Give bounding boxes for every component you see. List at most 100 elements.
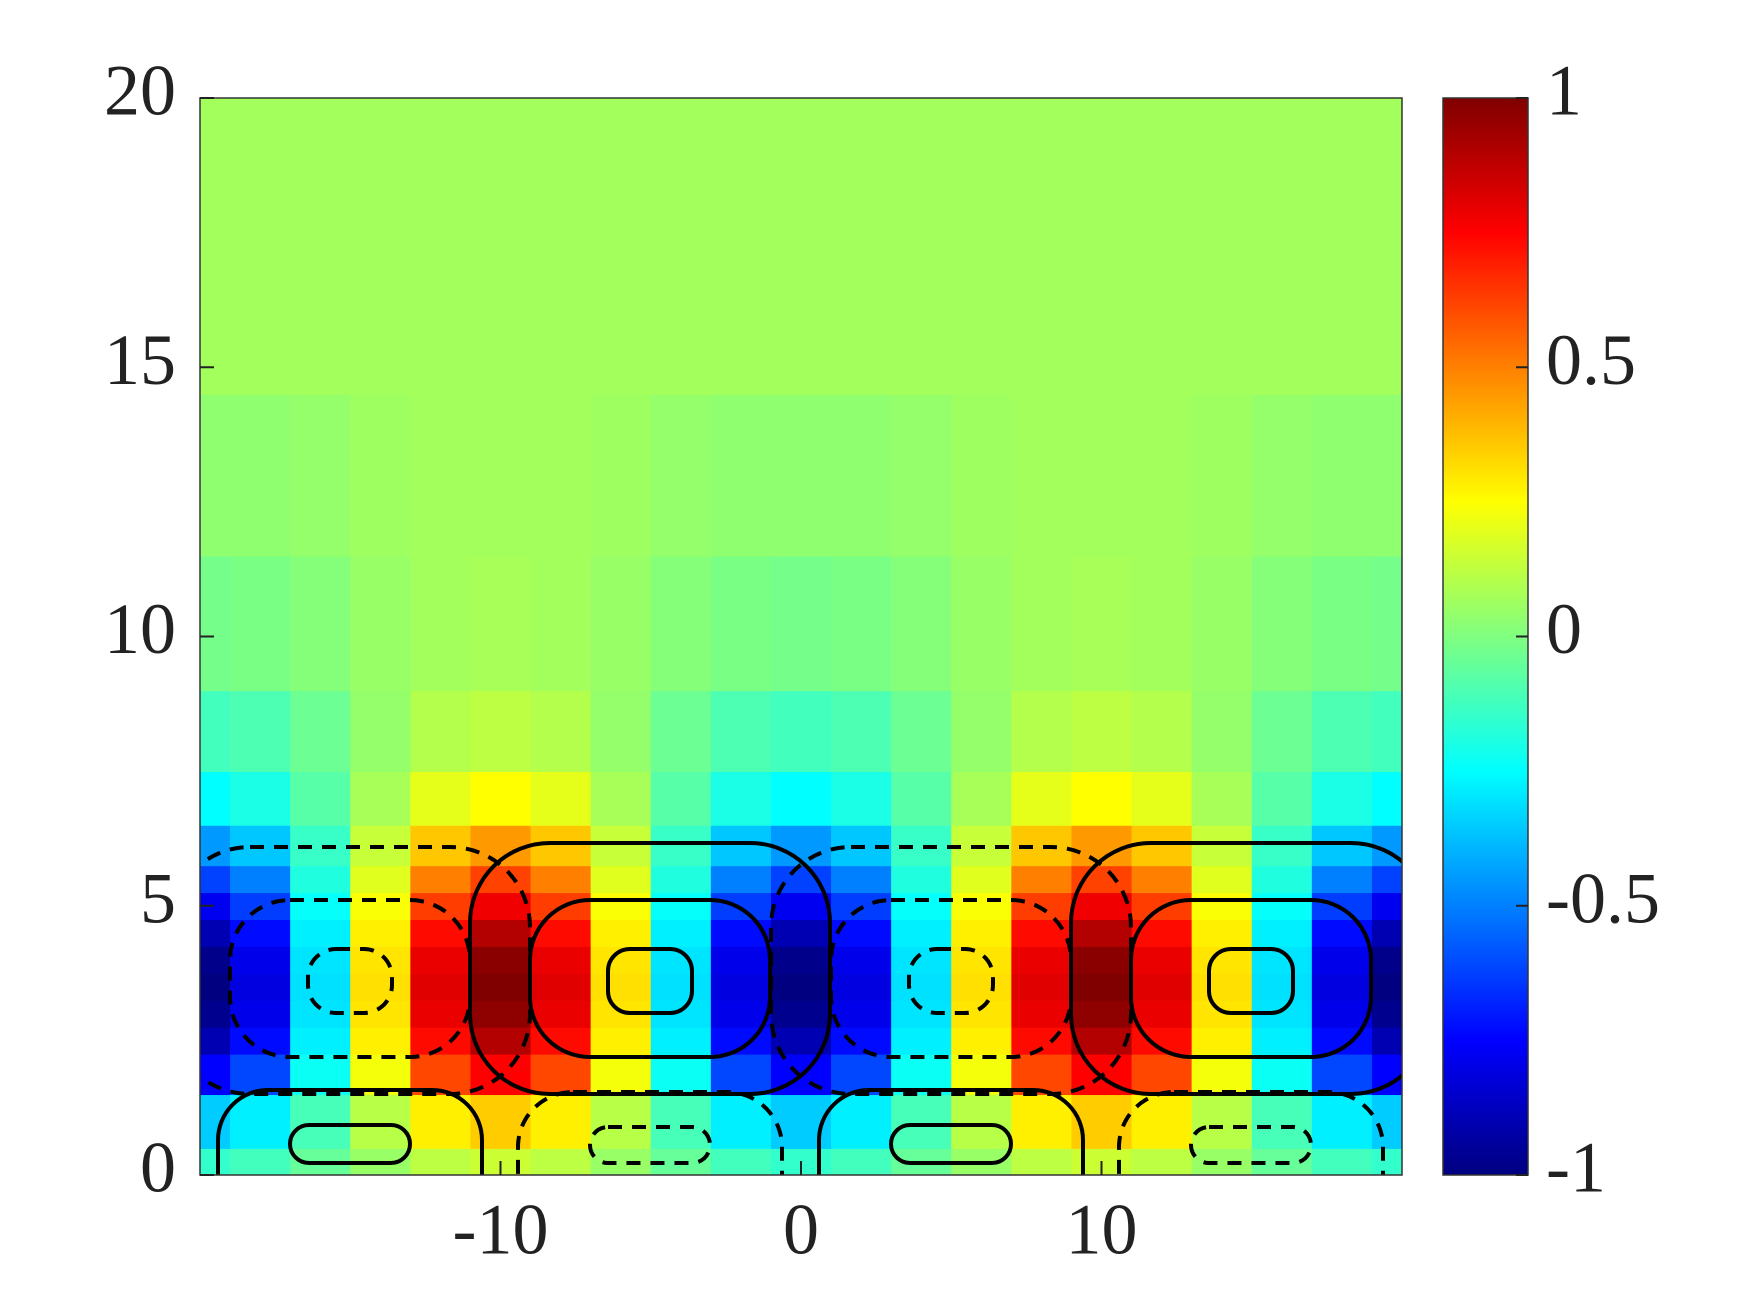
heatmap-cell [590,1148,652,1175]
heatmap-cell [530,1053,592,1096]
y-tick-label: 20 [104,51,176,131]
heatmap-cell [710,205,772,395]
heatmap-cell [410,865,472,894]
heatmap-cell [230,205,291,395]
heatmap-cell [650,555,712,692]
heatmap-cell [1251,555,1313,692]
contour-line [829,898,1073,1059]
heatmap-cell [770,973,832,1001]
heatmap-cell [710,555,772,692]
heatmap-cell [1131,946,1193,974]
axes: -10 0 10 0 5 10 15 20 -1 -0.5 0 0.5 1 [104,51,1660,1270]
contour-line [216,1088,484,1175]
heatmap-cell [1191,771,1253,826]
heatmap-cell [590,973,652,1001]
heatmap-cell [1191,555,1253,692]
heatmap-cell [1131,999,1193,1028]
heatmap-cell [1071,946,1133,974]
contour-line [1117,1090,1385,1175]
heatmap-cell [530,205,592,395]
heatmap-cell [350,973,412,1001]
heatmap-cell [1371,973,1402,1001]
heatmap-cell [1131,865,1193,894]
heatmap-cell [200,394,231,557]
heatmap-cell [1131,824,1193,867]
heatmap-cell [1311,98,1373,207]
heatmap-cell [530,98,592,207]
heatmap-cell [290,973,352,1001]
heatmap-cell [230,1148,291,1175]
heatmap-cell [230,919,291,947]
heatmap-cell [831,1026,892,1055]
heatmap-cell [1071,98,1133,207]
heatmap-cell [470,946,532,974]
heatmap-cell [530,865,592,894]
heatmap-cell [200,98,231,207]
heatmap-cell [410,98,472,207]
contour-line [889,1123,1013,1165]
heatmap-cell [1371,999,1402,1028]
colorbar-tick-label: -1 [1546,1128,1606,1208]
heatmap-cell [831,1148,892,1175]
heatmap-cell [1371,892,1402,921]
heatmap-cell [290,919,352,947]
heatmap-cell [1311,394,1373,557]
heatmap-cell [1251,973,1313,1001]
heatmap-cell [1371,919,1402,947]
heatmap-cell [831,865,892,894]
heatmap-cell [290,394,352,557]
heatmap-cell [590,771,652,826]
heatmap-cell [710,690,772,772]
heatmap-cell [1131,1053,1193,1096]
heatmap-cell [710,946,772,974]
heatmap-cell [710,865,772,894]
heatmap-cell [410,1094,472,1149]
heatmap-cell [530,946,592,974]
heatmap-cell [1191,973,1253,1001]
heatmap-cell [1011,999,1073,1028]
heatmap-cell [951,690,1013,772]
heatmap-cell [831,999,892,1028]
contour-line [907,947,995,1015]
heatmap-cell [200,865,231,894]
heatmap-cell [951,865,1013,894]
heatmap-cell [200,1094,231,1149]
heatmap-cell [410,771,472,826]
heatmap-cell [200,1053,231,1096]
heatmap-cell [1311,892,1373,921]
heatmap-cell [951,98,1013,207]
heatmap-cell [590,919,652,947]
heatmap-cell [1371,690,1402,772]
heatmap-cell [1311,1094,1373,1149]
heatmap-cell [470,771,532,826]
heatmap-cell [891,973,953,1001]
heatmap [200,98,1402,1175]
heatmap-cell [410,892,472,921]
heatmap-cell [831,771,892,826]
heatmap-cell [290,555,352,692]
heatmap-cell [410,999,472,1028]
heatmap-cell [1371,394,1402,557]
contour-line [1129,898,1373,1059]
heatmap-cell [891,865,953,894]
heatmap-cell [1011,973,1073,1001]
heatmap-cell [290,205,352,395]
heatmap-cell [200,771,231,826]
heatmap-cell [891,555,953,692]
heatmap-cell [1011,98,1073,207]
contours [200,841,1402,1175]
heatmap-cell [290,1026,352,1055]
heatmap-cell [1071,205,1133,395]
y-tick-label: 0 [140,1128,176,1208]
heatmap-cell [200,946,231,974]
contour-line [588,1125,712,1165]
heatmap-cell [290,865,352,894]
heatmap-cell [410,1148,472,1175]
heatmap-cell [1011,205,1073,395]
heatmap-cell [1131,973,1193,1001]
heatmap-cell [1251,394,1313,557]
heatmap-cell [230,999,291,1028]
heatmap-cell [1311,690,1373,772]
heatmap-cell [530,999,592,1028]
